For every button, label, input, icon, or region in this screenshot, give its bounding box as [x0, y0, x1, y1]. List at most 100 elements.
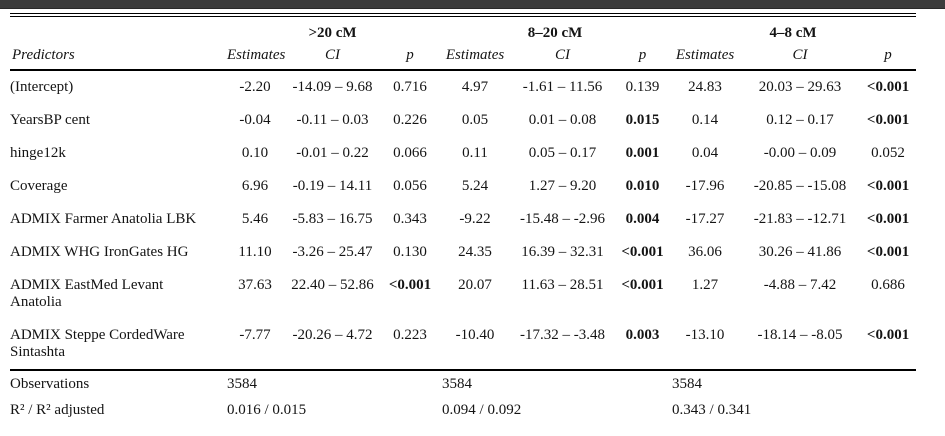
ci-value: 0.01 – 0.08: [528, 112, 597, 128]
estimate-value: -17.96: [685, 178, 725, 194]
estimate-value: 4.97: [461, 79, 489, 95]
p-value: <0.001: [866, 244, 910, 260]
predictor-label: ADMIX WHG IronGates HG: [10, 244, 189, 260]
ci-value: -1.61 – 11.56: [522, 79, 603, 95]
estimate-value: -7.77: [239, 327, 271, 343]
p-value: <0.001: [621, 244, 664, 260]
ci-column-header: CI: [285, 44, 380, 71]
observations-row: Observations 3584 3584 3584: [10, 369, 917, 397]
ci-value: -0.00 – 0.09: [763, 145, 837, 161]
table-row: Coverage 6.96 -0.19 – 14.11 0.056 5.24 1…: [10, 170, 916, 203]
p-value: 0.343: [393, 211, 427, 227]
p-value: 0.004: [625, 211, 660, 227]
r-squared-value: 0.343 / 0.341: [672, 402, 752, 418]
estimates-column-header: Estimates: [670, 44, 741, 71]
ci-value: -20.85 – -15.08: [753, 178, 847, 194]
predictor-label: ADMIX Steppe CordedWare Sintashta: [10, 327, 185, 360]
ci-value: -0.11 – 0.03: [296, 112, 369, 128]
ci-value: -21.83 – -12.71: [753, 211, 847, 227]
ci-value: 1.27 – 9.20: [528, 178, 597, 194]
estimate-value: -13.10: [685, 327, 725, 343]
ci-value: 22.40 – 52.86: [291, 277, 374, 293]
estimate-value: 24.83: [688, 79, 722, 95]
regression-results-table: >20 cM 8–20 cM 4–8 cM Predictors Estimat…: [10, 17, 917, 423]
r-squared-value: 0.016 / 0.015: [227, 402, 307, 418]
ci-value: -14.09 – 9.68: [292, 79, 373, 95]
ci-value: -0.01 – 0.22: [296, 145, 369, 161]
p-value: 0.226: [393, 112, 427, 128]
ci-value: -15.48 – -2.96: [520, 211, 606, 227]
ci-value: -0.19 – 14.11: [292, 178, 373, 194]
table-row: hinge12k 0.10 -0.01 – 0.22 0.066 0.11 0.…: [10, 137, 916, 170]
p-value: 0.010: [625, 178, 660, 194]
column-group-label-gt20cm: >20 cM: [308, 25, 357, 41]
estimates-column-header: Estimates: [440, 44, 511, 71]
estimate-value: 0.05: [461, 112, 489, 128]
estimate-value: 0.11: [462, 145, 488, 161]
estimate-value: 5.24: [461, 178, 489, 194]
table-row: YearsBP cent -0.04 -0.11 – 0.03 0.226 0.…: [10, 104, 916, 137]
p-value: 0.223: [393, 327, 427, 343]
ci-value: 11.63 – 28.51: [521, 277, 604, 293]
estimate-value: 6.96: [241, 178, 269, 194]
p-value: <0.001: [621, 277, 664, 293]
column-group-label-8-20cm: 8–20 cM: [527, 25, 583, 41]
p-column-header: p: [380, 44, 441, 71]
p-value: 0.716: [393, 79, 427, 95]
regression-table-container: >20 cM 8–20 cM 4–8 cM Predictors Estimat…: [10, 13, 917, 423]
p-value: 0.686: [871, 277, 905, 293]
ci-value: -17.32 – -3.48: [520, 327, 606, 343]
estimate-value: 1.27: [691, 277, 719, 293]
estimate-value: 36.06: [688, 244, 722, 260]
p-value: 0.066: [393, 145, 427, 161]
p-value: <0.001: [388, 277, 432, 293]
p-column-header: p: [615, 44, 671, 71]
estimate-value: 5.46: [241, 211, 269, 227]
estimate-value: -2.20: [239, 79, 271, 95]
column-header-row: Predictors Estimates CI p Estimates CI p…: [10, 44, 917, 71]
r-squared-value: 0.094 / 0.092: [442, 402, 522, 418]
p-value: 0.052: [871, 145, 905, 161]
ci-value: 16.39 – 32.31: [521, 244, 604, 260]
predictor-label: ADMIX Farmer Anatolia LBK: [10, 211, 197, 227]
ci-value: -5.83 – 16.75: [292, 211, 373, 227]
p-value: <0.001: [866, 79, 910, 95]
estimate-value: 0.04: [691, 145, 719, 161]
predictors-column-header: Predictors: [10, 44, 225, 71]
ci-value: 20.03 – 29.63: [758, 79, 842, 95]
table-row: ADMIX WHG IronGates HG 11.10 -3.26 – 25.…: [10, 236, 916, 269]
predictor-label: YearsBP cent: [10, 112, 91, 128]
column-group-header-row: >20 cM 8–20 cM 4–8 cM: [10, 17, 916, 44]
ci-value: 30.26 – 41.86: [758, 244, 842, 260]
observations-label: Observations: [10, 369, 225, 397]
estimate-value: 0.14: [691, 112, 719, 128]
ci-value: -20.26 – 4.72: [292, 327, 373, 343]
p-value: 0.015: [625, 112, 660, 128]
estimates-column-header: Estimates: [225, 44, 285, 71]
p-value: 0.003: [625, 327, 660, 343]
estimate-value: 37.63: [238, 277, 272, 293]
predictor-label: hinge12k: [10, 145, 66, 161]
observations-value: 3584: [670, 369, 917, 397]
estimate-value: -9.22: [459, 211, 491, 227]
ci-value: -18.14 – -8.05: [757, 327, 843, 343]
ci-column-header: CI: [740, 44, 861, 71]
estimate-value: -17.27: [685, 211, 725, 227]
r-squared-label: R² / R² adjusted: [10, 402, 105, 418]
p-value: 0.139: [625, 79, 660, 95]
p-value: 0.130: [393, 244, 427, 260]
p-value: <0.001: [866, 112, 910, 128]
observations-value: 3584: [440, 369, 671, 397]
p-value: <0.001: [866, 327, 910, 343]
estimate-value: -10.40: [455, 327, 495, 343]
predictor-label: (Intercept): [10, 79, 74, 95]
estimate-value: 0.10: [241, 145, 269, 161]
predictor-label: ADMIX EastMed Levant Anatolia: [10, 277, 164, 310]
p-value: 0.001: [625, 145, 660, 161]
p-value: 0.056: [393, 178, 427, 194]
p-column-header: p: [860, 44, 917, 71]
ci-value: 0.05 – 0.17: [528, 145, 597, 161]
table-row: ADMIX EastMed Levant Anatolia 37.63 22.4…: [10, 269, 916, 319]
p-value: <0.001: [866, 178, 910, 194]
ci-value: -4.88 – 7.42: [763, 277, 837, 293]
